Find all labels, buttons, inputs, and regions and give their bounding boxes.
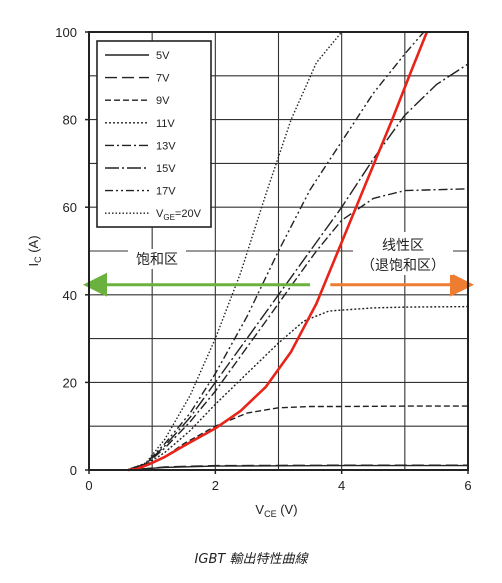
legend-label: VGE=20V bbox=[156, 208, 202, 222]
y-tick-label: 40 bbox=[63, 288, 77, 303]
series-line-17v bbox=[89, 31, 425, 471]
x-tick-label: 0 bbox=[85, 478, 92, 493]
legend-label: 13V bbox=[156, 140, 176, 152]
y-tick-label: 20 bbox=[63, 375, 77, 390]
y-tick-label: 60 bbox=[63, 200, 77, 215]
series-line-15v bbox=[89, 63, 469, 471]
linear-region-label: 线性区 bbox=[382, 238, 424, 254]
legend-box bbox=[96, 40, 212, 228]
region-label-background bbox=[128, 249, 186, 269]
plot-frame bbox=[88, 31, 469, 471]
legend-label: 17V bbox=[156, 186, 176, 198]
y-tick-label: 80 bbox=[63, 113, 77, 128]
x-tick-label: 6 bbox=[464, 478, 471, 493]
annotation-layer: 饱和区 线性区 （退饱和区） bbox=[83, 232, 474, 297]
series-layer bbox=[89, 31, 469, 472]
legend-label: 9V bbox=[156, 95, 170, 107]
y-axis-title: IC (A) bbox=[26, 235, 43, 266]
y-tick-label: 0 bbox=[70, 463, 77, 478]
legend-label: 5V bbox=[156, 50, 170, 62]
y-tick-label: 100 bbox=[55, 25, 77, 40]
legend: 5V 7V 9V 11V 13V 15V 17V VGE=20V bbox=[96, 40, 212, 228]
legend-label: 7V bbox=[156, 73, 170, 85]
legend-label: 15V bbox=[156, 163, 176, 175]
saturation-region-label: 饱和区 bbox=[136, 252, 178, 268]
x-tick-label: 2 bbox=[212, 478, 219, 493]
desaturation-region-label: （退饱和区） bbox=[361, 258, 445, 274]
region-label-background bbox=[353, 232, 453, 275]
x-tick-label: 4 bbox=[338, 478, 345, 493]
series-line-boundary bbox=[128, 31, 429, 472]
x-axis-title: VCE (V) bbox=[255, 502, 297, 519]
figure-caption: IGBT 輸出特性曲線 bbox=[194, 552, 308, 567]
legend-label: 11V bbox=[156, 118, 175, 130]
series-line-13v bbox=[89, 188, 469, 471]
plot-border bbox=[88, 31, 469, 471]
